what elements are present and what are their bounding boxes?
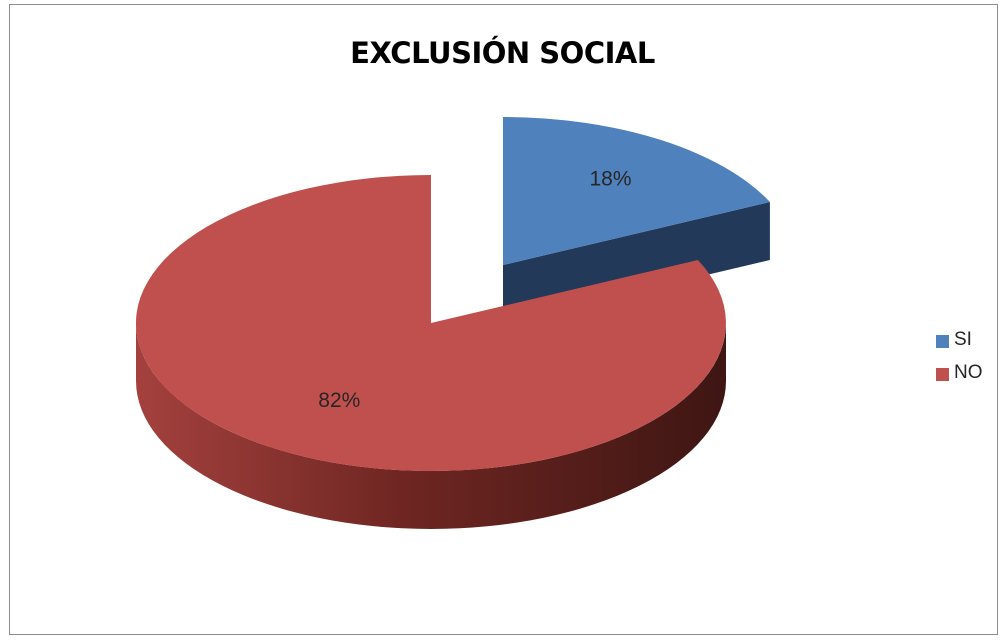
pie-top-face [135,175,726,471]
data-label-no: 82% [318,389,360,412]
legend-label-si: SI [954,329,972,350]
pie-top-face [503,117,770,265]
legend-swatch-no [936,368,949,381]
chart-title: EXCLUSIÓN SOCIAL [350,36,655,70]
legend-label-no: NO [954,362,983,383]
legend-swatch-si [936,335,949,348]
pie-side-wall [136,323,726,529]
pie-slice-no: 82% [135,175,726,529]
data-label-si: 18% [589,168,631,191]
